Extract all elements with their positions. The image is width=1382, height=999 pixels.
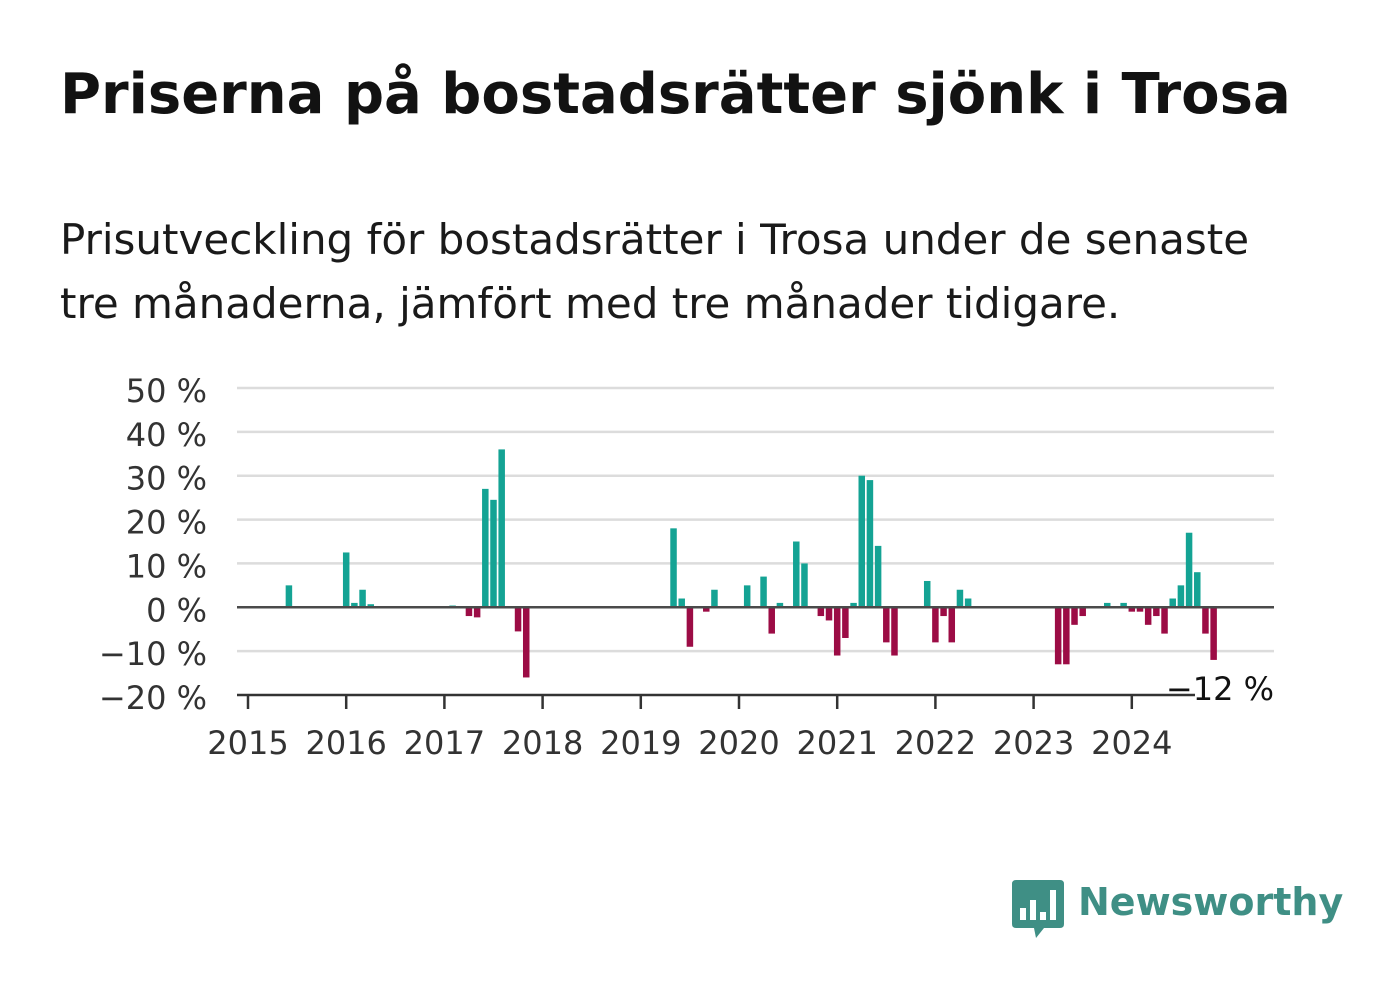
x-tick-label: 2017 [404, 724, 485, 762]
chart-title: Priserna på bostadsrätter sjönk i Trosa [60, 62, 1291, 127]
y-tick-label: 20 % [126, 504, 207, 542]
newsworthy-logo: Newsworthy [1010, 878, 1343, 942]
bar [465, 607, 473, 617]
bar [1210, 607, 1217, 660]
bar [858, 475, 865, 608]
y-tick-label: −10 % [99, 635, 207, 673]
y-tick-label: −20 % [99, 679, 207, 717]
brand-name: Newsworthy [1078, 880, 1344, 924]
bar [923, 580, 931, 608]
bar [359, 589, 366, 608]
chart-subtitle: Prisutveckling för bostadsrätter i Trosa… [60, 215, 1250, 328]
bar [932, 607, 939, 643]
bar [1104, 602, 1111, 608]
bars [285, 449, 1217, 678]
bar [285, 585, 293, 608]
bar [817, 607, 825, 617]
x-tick-label: 2022 [895, 724, 976, 762]
bar [1194, 572, 1201, 608]
x-tick-label: 2018 [502, 724, 583, 762]
y-tick-label: 10 % [126, 547, 207, 585]
bar [1136, 607, 1144, 612]
grid-lines [237, 386, 1274, 653]
bar [514, 607, 522, 632]
x-tick-label: 2024 [1091, 724, 1172, 762]
bar [743, 585, 751, 608]
y-tick-label: 30 % [126, 460, 207, 498]
bar [1161, 607, 1168, 634]
bar [1054, 607, 1062, 665]
bar [874, 545, 882, 608]
bar [686, 607, 694, 647]
bar [670, 528, 677, 608]
bar [825, 607, 833, 621]
bar [351, 602, 358, 608]
bar [866, 480, 874, 608]
bar [793, 541, 800, 608]
y-tick-label: 50 % [126, 372, 207, 410]
bar [948, 607, 956, 643]
bar [883, 607, 890, 643]
bar [703, 607, 710, 612]
bar [940, 607, 947, 617]
bar [891, 607, 898, 656]
tick-labels: 50 % 40 % 30 % 20 % 10 % 0 % −10 % −20 %2015 201… [99, 372, 1274, 762]
bar [1177, 585, 1185, 608]
x-tick-label: 2021 [796, 724, 877, 762]
y-tick-label: 0 % [146, 591, 207, 629]
bar [964, 598, 972, 608]
x-tick-label: 2023 [993, 724, 1074, 762]
bar [1120, 602, 1127, 608]
bar [678, 598, 685, 608]
bar [711, 589, 718, 608]
bar [1144, 607, 1152, 625]
bar [1202, 607, 1209, 634]
x-tick-label: 2020 [698, 724, 779, 762]
bar [1128, 607, 1136, 612]
bar [801, 563, 808, 608]
bar [768, 607, 775, 634]
bar [367, 604, 374, 608]
bar [342, 552, 350, 608]
bar [776, 602, 784, 608]
bar [473, 607, 481, 618]
bar [482, 488, 489, 608]
bar [842, 607, 849, 638]
axes [237, 606, 1274, 709]
bar [1153, 607, 1160, 617]
bar [1185, 532, 1193, 608]
bar-chart-speech-bubble-icon [1012, 880, 1064, 938]
bar [833, 607, 841, 656]
bar [1169, 598, 1176, 608]
bar [1079, 607, 1086, 617]
bar [498, 449, 505, 608]
y-tick-label: 40 % [126, 416, 207, 454]
bar [956, 589, 964, 608]
x-tick-label: 2016 [305, 724, 386, 762]
last-value-label: −12 % [1166, 670, 1274, 708]
bar [760, 576, 767, 608]
bar [522, 607, 530, 678]
bar [1071, 607, 1078, 625]
bar [490, 499, 497, 608]
x-tick-label: 2019 [600, 724, 681, 762]
x-tick-label: 2015 [207, 724, 288, 762]
bar [1063, 607, 1070, 665]
bar [850, 602, 857, 608]
